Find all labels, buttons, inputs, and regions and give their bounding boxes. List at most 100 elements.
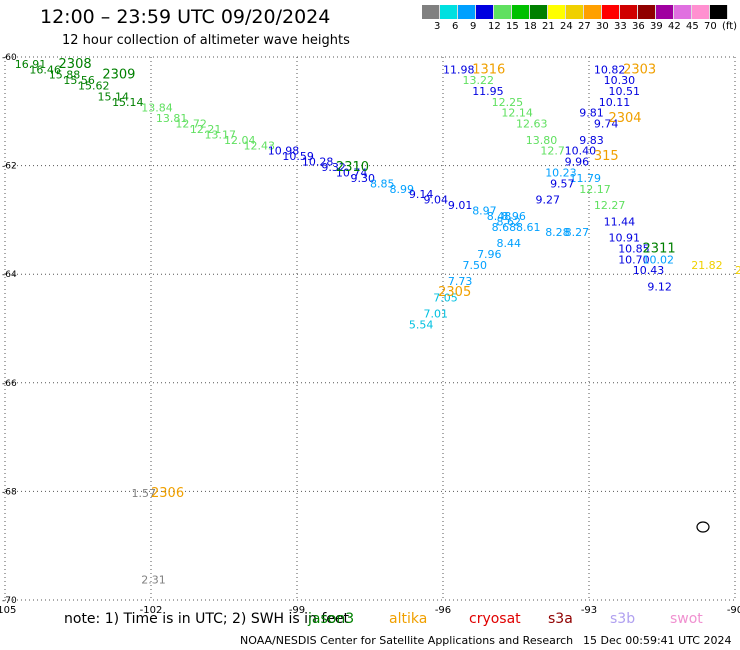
colorbar-swatch <box>422 5 440 19</box>
swh-value: 10.51 <box>608 85 640 98</box>
note-text: note: 1) Time is in UTC; 2) SWH is in fe… <box>64 611 350 627</box>
swh-value: 7.96 <box>477 248 502 261</box>
lat-tick-label: -66 <box>2 379 17 389</box>
lat-tick-label: -62 <box>2 162 17 172</box>
swh-value: 8.48 <box>487 210 512 223</box>
swh-value: 11.79 <box>570 172 602 185</box>
swh-value: 8.99 <box>389 183 414 196</box>
colorbar-swatch <box>458 5 476 19</box>
colorbar-label: 18 <box>524 21 537 32</box>
lon-tick-label: -105 <box>0 605 16 616</box>
swh-value: 9.30 <box>351 172 376 185</box>
orbit-label: 2310 <box>336 160 369 175</box>
swh-value: 12.72 <box>175 118 207 131</box>
colorbar-label: 33 <box>614 21 627 32</box>
colorbar-label: 12 <box>488 21 501 32</box>
grid-lines <box>4 56 736 601</box>
lat-tick-label: -60 <box>2 53 17 63</box>
swh-value: 13.17 <box>205 128 237 141</box>
swh-value: 7.73 <box>448 275 473 288</box>
colorbar-swatch <box>620 5 638 19</box>
colorbar-swatch <box>692 5 710 19</box>
colorbar-swatch <box>638 5 656 19</box>
orbit-labels: 2308 2309 2310 2311 1316 2303 2304 2305 2306 315 <box>59 57 676 501</box>
colorbar-label: 42 <box>668 21 681 32</box>
lat-tick-label: -70 <box>2 596 17 606</box>
swh-value: 9.32 <box>321 161 346 174</box>
swh-value: 9.12 <box>647 280 672 293</box>
swh-value: 15.14 <box>112 96 144 109</box>
swh-value: 8.68 <box>492 221 516 234</box>
swh-value: 12.43 <box>243 139 275 152</box>
swh-value: 10.43 <box>633 264 665 277</box>
swh-value: 12.17 <box>579 183 611 196</box>
swh-value: 10.82 <box>594 63 626 76</box>
colorbar-swatch <box>710 5 728 19</box>
swh-value: 11.95 <box>472 85 504 98</box>
colorbar-swatch <box>548 5 566 19</box>
satellite-legend-s3a: s3a <box>548 611 573 627</box>
swh-value: 15.62 <box>78 80 110 93</box>
swh-value: 11.44 <box>604 215 636 228</box>
swh-value: 10.98 <box>268 145 300 158</box>
swh-value: 10.59 <box>282 150 314 163</box>
swh-value: 9.04 <box>424 194 449 207</box>
swh-value: 7.50 <box>462 259 487 272</box>
colorbar-label: 45 <box>686 21 699 32</box>
swh-value: 10.85 <box>618 242 650 255</box>
swh-value: 9.57 <box>550 177 575 190</box>
colorbar-label: 21 <box>542 21 555 32</box>
orbit-label: 1316 <box>472 62 505 77</box>
lat-tick-label: -64 <box>2 270 17 280</box>
lon-tick-label: -99 <box>289 605 305 616</box>
swh-value: 10.11 <box>599 96 631 109</box>
colorbar-swatch <box>602 5 620 19</box>
swh-value: 9.01 <box>448 199 473 212</box>
swh-value: 7.01 <box>424 308 449 321</box>
colorbar-label: (ft) <box>722 21 738 32</box>
colorbar-swatch <box>566 5 584 19</box>
swh-value: 12.7 <box>540 145 565 158</box>
lon-tick-label: -93 <box>581 605 597 616</box>
swh-value: 1.57 <box>132 487 157 500</box>
colorbar-label: 15 <box>506 21 519 32</box>
colorbar-label: 70 <box>704 21 717 32</box>
swh-value: 9.81 <box>579 107 604 120</box>
swh-value: 9.96 <box>565 156 590 169</box>
colorbar-label: 30 <box>596 21 609 32</box>
orbit-label: 2305 <box>438 285 471 300</box>
colorbar-label: 9 <box>470 21 477 32</box>
colorbar-labels: 3 6 9 12 15 18 21 24 27 30 33 36 39 42 45 70 (ft) <box>422 21 740 33</box>
swh-value: 21.82 <box>691 259 723 272</box>
swh-value: 11.98 <box>443 63 475 76</box>
swh-value: 8.27 <box>565 226 590 239</box>
swh-value: 12.04 <box>224 134 256 147</box>
colorbar-swatch <box>530 5 548 19</box>
satellite-legend-swot: swot <box>670 611 703 627</box>
swh-value: 7.05 <box>433 291 458 304</box>
swh-values: 16.9116.4615.8815.5615.6215.1415.1413.84… <box>15 58 740 587</box>
orbit-label: 2303 <box>623 62 656 77</box>
lon-tick-label: -90 <box>727 605 740 616</box>
colorbar-label: 3 <box>434 21 441 32</box>
colorbar <box>422 5 728 19</box>
satellite-legend-altika: altika <box>389 611 428 627</box>
colorbar-swatch <box>584 5 602 19</box>
island-outline <box>696 521 710 533</box>
swh-value: 10.74 <box>336 166 368 179</box>
satellite-legend-cryosat: cryosat <box>469 611 521 627</box>
swh-value: 8.85 <box>370 177 395 190</box>
swh-value: 12.14 <box>501 107 533 120</box>
orbit-label: 2311 <box>643 241 676 256</box>
orbit-label: 2309 <box>102 68 135 83</box>
swh-value: 5.54 <box>409 319 434 332</box>
colorbar-swatch <box>512 5 530 19</box>
swh-value: 2.31 <box>141 574 166 587</box>
credit-text: NOAA/NESDIS Center for Satellite Applica… <box>240 634 574 647</box>
swh-value: 8.97 <box>472 204 497 217</box>
colorbar-label: 27 <box>578 21 591 32</box>
swh-value: 8.61 <box>516 221 541 234</box>
swh-value: 10.70 <box>618 253 650 266</box>
swh-value: 13.81 <box>156 112 188 125</box>
